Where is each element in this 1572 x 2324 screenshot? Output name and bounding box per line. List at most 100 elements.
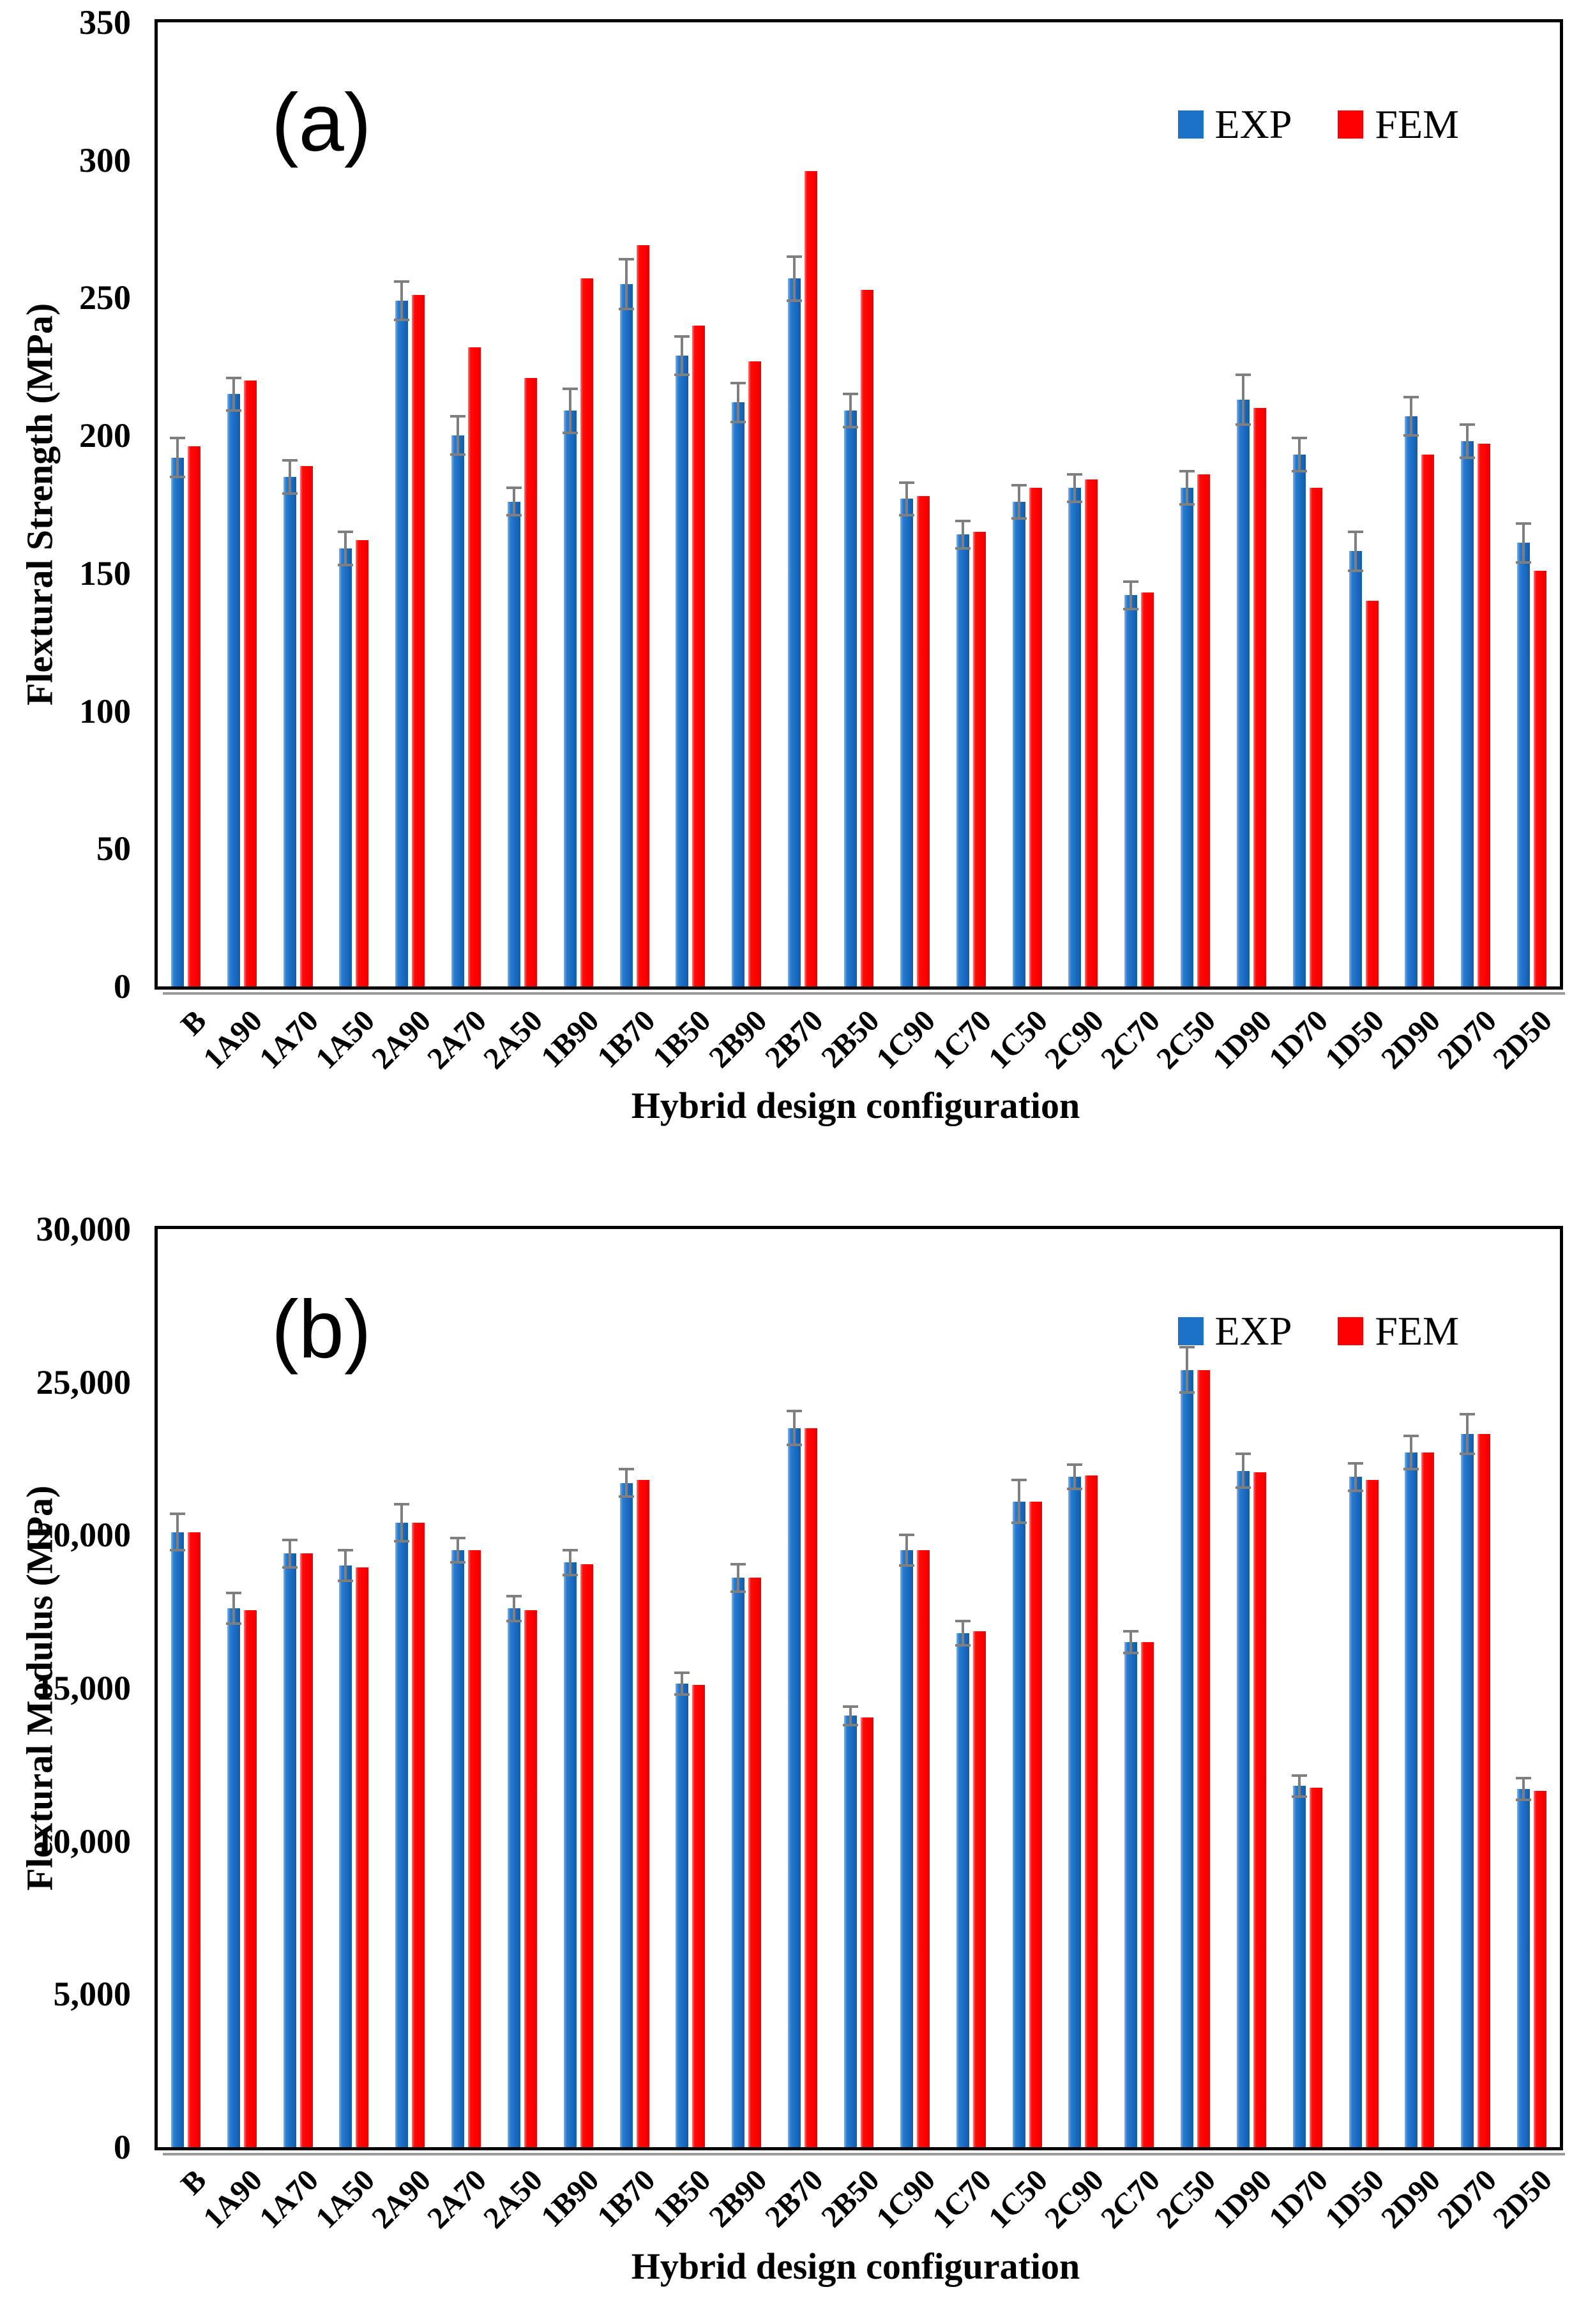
bar-fem-2D50	[1534, 1790, 1547, 2147]
bar-fem-2A90	[412, 295, 425, 986]
bar-fem-2D90	[1421, 455, 1435, 986]
bar-exp-1A50	[339, 1566, 352, 2147]
error-bar-2B70	[793, 256, 796, 301]
error-cap-bottom-2A90	[394, 1539, 410, 1543]
error-cap-bottom-1B90	[562, 431, 578, 434]
bar-exp-2A90	[395, 300, 409, 986]
bar-exp-1D70	[1292, 455, 1306, 986]
bar-exp-1A70	[283, 1553, 296, 2147]
error-cap-top-B	[169, 437, 185, 440]
error-bar-2C90	[1073, 474, 1077, 502]
bar-fem-1C70	[972, 1631, 986, 2147]
x-tick-label-1D50: 1D50	[1319, 1003, 1391, 1076]
bar-exp-2B90	[732, 1578, 745, 2147]
bar-exp-2A70	[451, 1550, 465, 2147]
error-cap-top-1A50	[338, 531, 354, 534]
error-cap-top-B	[169, 1512, 185, 1515]
error-cap-top-2C70	[1123, 1630, 1139, 1633]
bar-exp-2B50	[844, 411, 857, 986]
bar-fem-1A50	[356, 540, 369, 986]
error-cap-bottom-1D90	[1235, 423, 1251, 426]
error-bar-2D90	[1410, 396, 1413, 436]
error-cap-bottom-1C90	[898, 514, 914, 517]
bar-fem-1A70	[299, 465, 313, 986]
x-tick-label-1C90: 1C90	[870, 2162, 942, 2235]
error-cap-top-2A70	[450, 1537, 466, 1540]
x-tick-label-2D50: 2D50	[1486, 1003, 1559, 1076]
error-cap-bottom-1C90	[898, 1564, 914, 1567]
error-bar-1D70	[1297, 438, 1301, 472]
error-cap-bottom-2B90	[730, 1590, 746, 1594]
bar-fem-1C50	[1029, 488, 1042, 986]
y-tick-label-a-0: 0	[114, 967, 131, 1006]
x-tick-label-2D70: 2D70	[1430, 2162, 1503, 2235]
bar-fem-1C70	[972, 532, 986, 986]
error-bar-2A90	[400, 1504, 404, 1541]
error-cap-top-2B70	[787, 255, 803, 258]
error-cap-top-2C50	[1179, 470, 1195, 473]
error-bar-2A70	[457, 1538, 460, 1563]
legend-b: EXP FEM	[1177, 1308, 1459, 1354]
bar-exp-1B50	[676, 1683, 689, 2147]
error-cap-top-1A70	[282, 1538, 298, 1541]
legend-label-exp: EXP	[1214, 1308, 1292, 1354]
x-tick-label-1B70: 1B70	[590, 1003, 661, 1075]
plot-area-b: (b) EXP FEM	[155, 1226, 1565, 2155]
x-tick-label-2A70: 2A70	[421, 1003, 494, 1076]
error-cap-top-2B90	[730, 382, 746, 385]
error-bar-1B50	[681, 1673, 684, 1694]
bar-exp-1C70	[956, 534, 969, 986]
error-cap-top-1B70	[618, 258, 634, 261]
error-bar-2A70	[457, 416, 460, 455]
error-cap-top-1C70	[955, 519, 971, 522]
error-cap-top-1D90	[1235, 1452, 1251, 1456]
error-bar-2B50	[849, 394, 852, 428]
error-bar-2A50	[512, 1596, 515, 1621]
error-bar-1D50	[1354, 1463, 1357, 1491]
x-tick-label-2D90: 2D90	[1374, 2162, 1447, 2235]
bar-fem-1D70	[1309, 1787, 1322, 2147]
bar-exp-2A90	[395, 1523, 409, 2147]
x-tick-label-2C70: 2C70	[1094, 2162, 1167, 2235]
error-cap-top-2A50	[506, 487, 522, 490]
error-cap-bottom-2B70	[787, 1443, 803, 1446]
error-cap-bottom-1C70	[955, 547, 971, 550]
error-bar-2D50	[1522, 524, 1525, 562]
x-tick-label-2B70: 2B70	[759, 1003, 830, 1075]
bar-exp-2A50	[507, 501, 520, 986]
bar-exp-2B50	[844, 1716, 857, 2147]
error-bar-1D50	[1354, 532, 1357, 571]
bar-exp-1B90	[563, 1562, 577, 2147]
error-cap-top-1B90	[562, 1549, 578, 1552]
x-tick-label-2B90: 2B90	[702, 1003, 774, 1075]
bar-exp-2B90	[732, 402, 745, 986]
bar-fem-2B50	[861, 289, 873, 986]
fem-swatch-icon	[1338, 110, 1364, 139]
error-cap-bottom-1B50	[674, 1693, 690, 1696]
bar-fem-1A90	[243, 380, 257, 986]
error-bar-1A70	[288, 460, 291, 494]
bar-fem-1B50	[692, 325, 706, 986]
y-tick-label-b-0: 0	[114, 2128, 131, 2166]
y-tick-label-b-1: 5,000	[53, 1975, 132, 2014]
error-bar-2A90	[400, 281, 404, 320]
bar-fem-2C70	[1141, 592, 1154, 986]
exp-swatch-icon	[1177, 110, 1204, 139]
error-cap-top-2D90	[1403, 1434, 1419, 1437]
error-cap-top-2A70	[450, 414, 466, 418]
bar-fem-2A70	[468, 347, 481, 986]
error-cap-bottom-1A50	[338, 563, 354, 566]
error-cap-top-1A90	[225, 376, 241, 379]
error-cap-bottom-1D50	[1347, 569, 1363, 572]
error-cap-bottom-2D90	[1403, 434, 1419, 437]
x-tick-label-2A90: 2A90	[365, 1003, 437, 1076]
x-tick-label-2A90: 2A90	[365, 2162, 437, 2235]
x-tick-label-1A50: 1A50	[308, 2162, 381, 2235]
panel-a: Flextural Strength (MPa) 0 50 100 150 200 250…	[0, 0, 1572, 1156]
error-cap-top-2D90	[1403, 395, 1419, 398]
x-tick-label-2C90: 2C90	[1038, 1003, 1110, 1076]
error-bar-2B90	[737, 1564, 740, 1592]
y-tick-label-a-5: 250	[79, 278, 131, 317]
bars-b	[158, 1229, 1560, 2147]
legend-item-exp: EXP	[1177, 104, 1292, 145]
